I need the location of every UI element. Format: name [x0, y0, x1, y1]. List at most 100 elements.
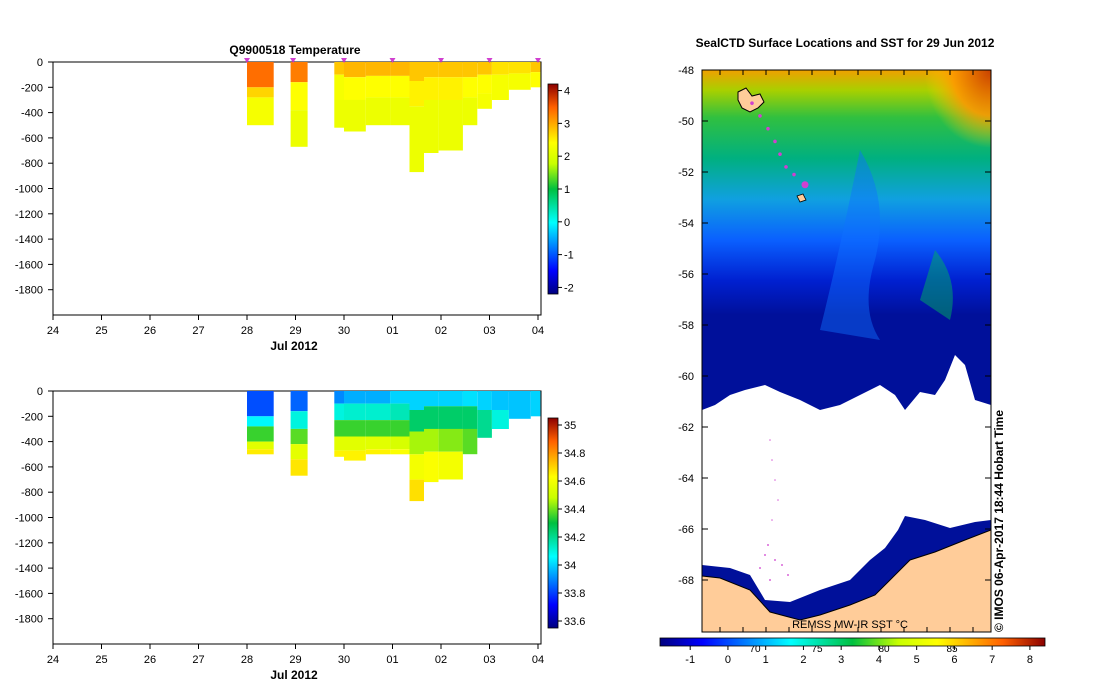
temperature-title: Q9900518 Temperature — [229, 43, 361, 57]
colorbar-tick-label: -1 — [564, 250, 574, 262]
profile-cell — [409, 391, 424, 410]
profile-cell — [462, 77, 478, 98]
x-tick-label: 26 — [144, 325, 156, 337]
profile-cell — [365, 391, 391, 404]
profile-cell — [477, 410, 492, 438]
y-tick-label: -1600 — [15, 259, 43, 271]
profile-cell — [290, 391, 308, 412]
sst-colorbar-ticks: -1 0 1 2 3 4 5 6 7 8 — [685, 646, 1033, 666]
y-tick-label: -1000 — [15, 184, 43, 196]
profile-cell — [390, 420, 410, 437]
profile-cell — [409, 431, 424, 455]
salinity-colorbar — [547, 417, 559, 629]
colorbar-tick-label: 33.8 — [564, 588, 585, 600]
surface-marker — [244, 58, 250, 63]
profile-cell — [438, 451, 463, 480]
x-tick-label: 01 — [386, 325, 398, 337]
profile-cell — [438, 99, 463, 151]
y-tick-label: -1800 — [15, 285, 43, 297]
x-tick-label: 03 — [483, 654, 495, 666]
map-title: SealCTD Surface Locations and SST for 29… — [696, 36, 995, 50]
profile-cell — [247, 441, 274, 450]
profile-cell — [424, 406, 439, 429]
profile-cell — [462, 428, 478, 455]
lat-tick-label: -52 — [678, 167, 694, 179]
colorbar-tick-label: 35 — [564, 420, 576, 432]
profile-cell — [477, 62, 492, 75]
profile-cell — [247, 87, 274, 98]
sst-colorbar-tick-label: 2 — [800, 654, 806, 666]
track-point — [773, 139, 777, 144]
profile-cell — [344, 62, 366, 78]
salinity-y-ticks: 0 -200 -400 -600 -800 -1000 -1200 -1400 -1600 -18… — [15, 386, 53, 626]
x-tick-label: 29 — [289, 325, 301, 337]
track-point — [750, 101, 754, 105]
profile-cell — [424, 77, 439, 100]
profile-cell — [334, 420, 344, 437]
sst-colorbar-tick-label: 5 — [914, 654, 920, 666]
latest-location-marker — [801, 181, 809, 189]
lat-tick-label: -48 — [678, 65, 694, 77]
y-tick-label: 0 — [37, 386, 43, 398]
sst-colorbar-tick-label: 4 — [876, 654, 882, 666]
sst-colorbar-tick-label: 8 — [1027, 654, 1033, 666]
y-tick-label: -400 — [21, 108, 43, 120]
temperature-surface-markers — [244, 58, 541, 63]
antarctic-land — [702, 530, 991, 632]
profile-cell — [390, 62, 410, 76]
profile-cell — [438, 391, 463, 407]
overlay-longitude-label: 75 — [811, 644, 823, 655]
y-tick-label: -1400 — [15, 234, 43, 246]
profile-cell — [247, 97, 274, 126]
colorbar-tick-label: 33.6 — [564, 616, 585, 628]
surface-marker — [290, 58, 297, 63]
lat-tick-label: -60 — [678, 371, 694, 383]
overlay-longitude-label: 80 — [878, 644, 890, 655]
y-tick-label: -1200 — [15, 209, 43, 221]
profile-cell — [462, 97, 478, 126]
y-tick-label: 0 — [37, 57, 43, 69]
track-point — [766, 126, 770, 131]
x-tick-label: 30 — [338, 654, 350, 666]
profile-cell — [344, 391, 366, 404]
profile-cell — [365, 449, 391, 455]
x-tick-label: 28 — [241, 325, 253, 337]
sst-colorbar-tick-label: 3 — [838, 654, 844, 666]
x-tick-label: 01 — [386, 654, 398, 666]
temperature-panel: Q9900518 Temperature 0 -200 -400 -600 -800 -1… — [15, 43, 574, 353]
surface-marker — [341, 58, 347, 63]
y-tick-label: -200 — [21, 411, 43, 423]
salinity-colorbar-ticks: 35 34.8 34.6 34.4 34.2 34 33.8 33.6 — [558, 420, 585, 628]
profile-cell — [409, 479, 424, 502]
y-tick-label: -1600 — [15, 588, 43, 600]
profile-cell — [424, 428, 439, 452]
temperature-cells — [247, 62, 541, 173]
track-point — [784, 165, 788, 169]
profile-cell — [365, 436, 391, 450]
profile-cell — [344, 450, 366, 461]
profile-cell — [344, 403, 366, 420]
profile-cell — [334, 62, 344, 75]
lat-tick-label: -58 — [678, 320, 694, 332]
temperature-colorbar — [547, 83, 559, 295]
profile-cell — [477, 391, 492, 410]
y-tick-label: -800 — [21, 158, 43, 170]
profile-cell — [508, 391, 531, 419]
profile-cell — [424, 451, 439, 483]
x-tick-label: 04 — [532, 654, 544, 666]
x-tick-label: 02 — [435, 654, 447, 666]
profile-cell — [334, 436, 344, 451]
sst-field: REMSS MW-IR SST °C — [702, 70, 991, 632]
colorbar-tick-label: 34.6 — [564, 476, 585, 488]
sst-colorbar-tick-label: 6 — [951, 654, 957, 666]
profile-cell — [462, 62, 478, 78]
profile-cell — [462, 406, 478, 429]
profile-cell — [491, 410, 509, 429]
profile-cell — [344, 436, 366, 451]
profile-cell — [334, 403, 344, 420]
overlay-longitude-label: 70 — [749, 644, 761, 655]
profile-cell — [409, 106, 424, 173]
island-outline — [737, 87, 765, 113]
profile-cell — [424, 62, 439, 78]
profile-cell — [290, 428, 308, 445]
